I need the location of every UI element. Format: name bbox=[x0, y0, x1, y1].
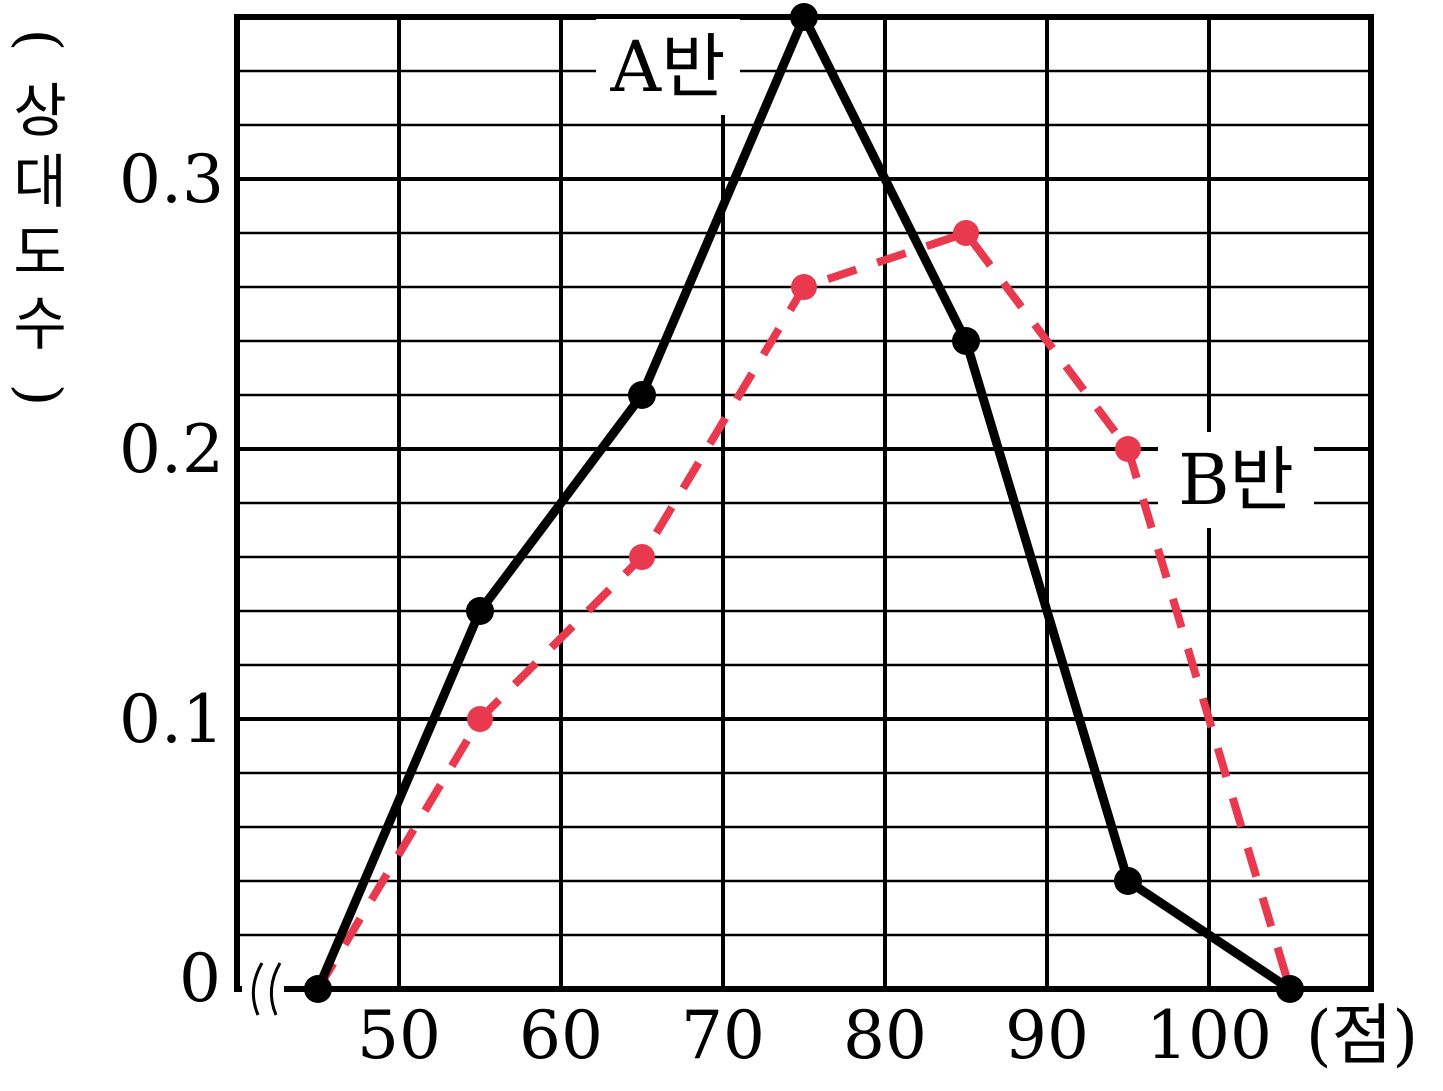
y-axis-title-char: ) bbox=[6, 384, 74, 407]
series-label-a: A반 bbox=[610, 26, 726, 108]
y-tick-label: 0.3 bbox=[119, 141, 224, 218]
y-axis-tick-labels: 0.1 0.2 0.3 bbox=[119, 141, 224, 758]
data-point bbox=[1114, 867, 1142, 895]
data-point bbox=[1276, 975, 1304, 1003]
data-point bbox=[629, 544, 655, 570]
data-point bbox=[791, 274, 817, 300]
x-tick-label: 70 bbox=[681, 997, 765, 1074]
x-axis-tick-labels: 50 60 70 80 90 100 bbox=[357, 997, 1272, 1074]
y-axis-title-char: 수 bbox=[13, 290, 66, 358]
data-point bbox=[790, 3, 818, 31]
x-tick-label: 80 bbox=[843, 997, 927, 1074]
x-axis-title: (점) bbox=[1306, 997, 1418, 1074]
series-layer bbox=[304, 3, 1304, 1003]
data-point bbox=[1115, 436, 1141, 462]
series-label-bg bbox=[596, 19, 740, 115]
y-axis-title-char: 대 bbox=[13, 148, 66, 216]
x-tick-label: 90 bbox=[1005, 997, 1089, 1074]
y-axis-title-char: ( bbox=[6, 29, 74, 52]
x-tick-label: 60 bbox=[519, 997, 603, 1074]
y-axis-title-char: 상 bbox=[13, 77, 66, 145]
series-label-bg bbox=[1158, 432, 1314, 528]
data-point bbox=[467, 706, 493, 732]
data-point bbox=[628, 381, 656, 409]
y-tick-label: 0.1 bbox=[119, 681, 224, 758]
data-point bbox=[466, 597, 494, 625]
axis-break-line bbox=[269, 962, 282, 1016]
x-tick-label: 100 bbox=[1146, 997, 1272, 1074]
axis-break-mark bbox=[242, 961, 284, 1017]
series-a bbox=[304, 3, 1304, 1003]
axis-break-line bbox=[251, 962, 264, 1016]
series-label-b: B반 bbox=[1178, 439, 1294, 521]
x-tick-label: 50 bbox=[357, 997, 441, 1074]
origin-label: 0 bbox=[179, 940, 221, 1017]
major-gridlines bbox=[237, 17, 1371, 989]
minor-gridlines bbox=[237, 15, 1371, 937]
data-point bbox=[953, 220, 979, 246]
data-point bbox=[952, 327, 980, 355]
data-point bbox=[304, 975, 332, 1003]
y-axis-title-char: 도 bbox=[13, 219, 66, 287]
y-tick-label: 0.2 bbox=[119, 411, 224, 488]
series-labels: A반 B반 bbox=[596, 19, 1314, 528]
